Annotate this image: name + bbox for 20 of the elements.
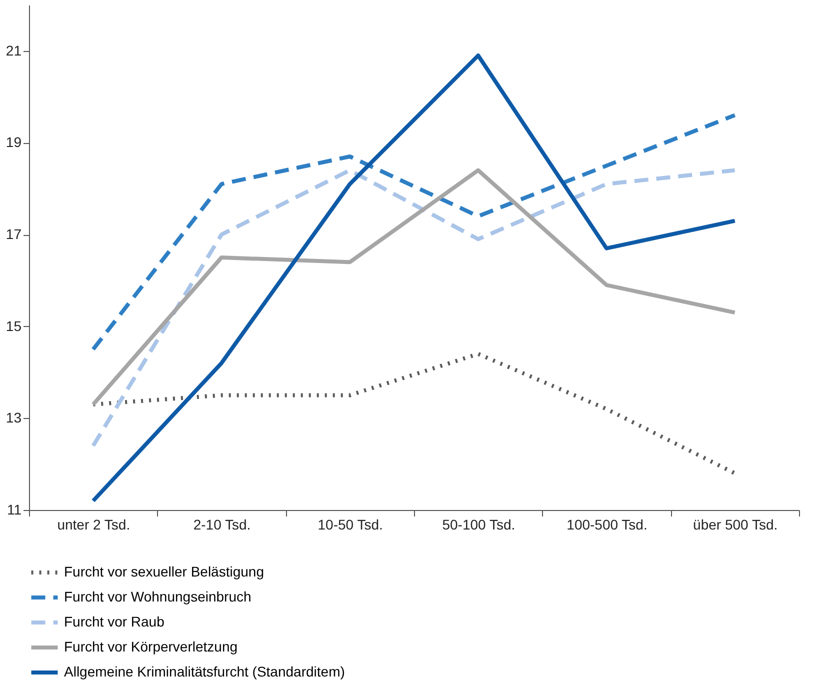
x-tick-label: unter 2 Tsd. bbox=[57, 516, 130, 532]
y-tick-label: 15 bbox=[6, 318, 22, 334]
y-tick-label: 21 bbox=[6, 42, 22, 58]
line-series bbox=[91, 113, 737, 352]
legend-label: Furcht vor Raub bbox=[64, 614, 165, 630]
legend-label: Allgemeine Kriminalitätsfurcht (Standarditem) bbox=[64, 664, 345, 680]
y-tick-label: 17 bbox=[6, 226, 22, 242]
x-tick-label: 100-500 Tsd. bbox=[566, 516, 648, 532]
x-tick-label: 2-10 Tsd. bbox=[193, 516, 251, 532]
y-tick-label: 19 bbox=[6, 134, 22, 150]
y-tick-label: 11 bbox=[6, 502, 22, 518]
x-tick-label: über 500 Tsd. bbox=[693, 516, 778, 532]
y-tick-label: 13 bbox=[6, 410, 22, 426]
legend-label: Furcht vor sexueller Belästigung bbox=[64, 564, 264, 580]
x-tick-label: 50-100 Tsd. bbox=[442, 516, 516, 532]
line-series bbox=[91, 54, 737, 503]
x-tick-label: 10-50 Tsd. bbox=[318, 516, 383, 532]
legend-label: Furcht vor Körperverletzung bbox=[64, 638, 238, 654]
line-series bbox=[91, 352, 737, 476]
legend-label: Furcht vor Wohnungseinbruch bbox=[64, 588, 252, 604]
